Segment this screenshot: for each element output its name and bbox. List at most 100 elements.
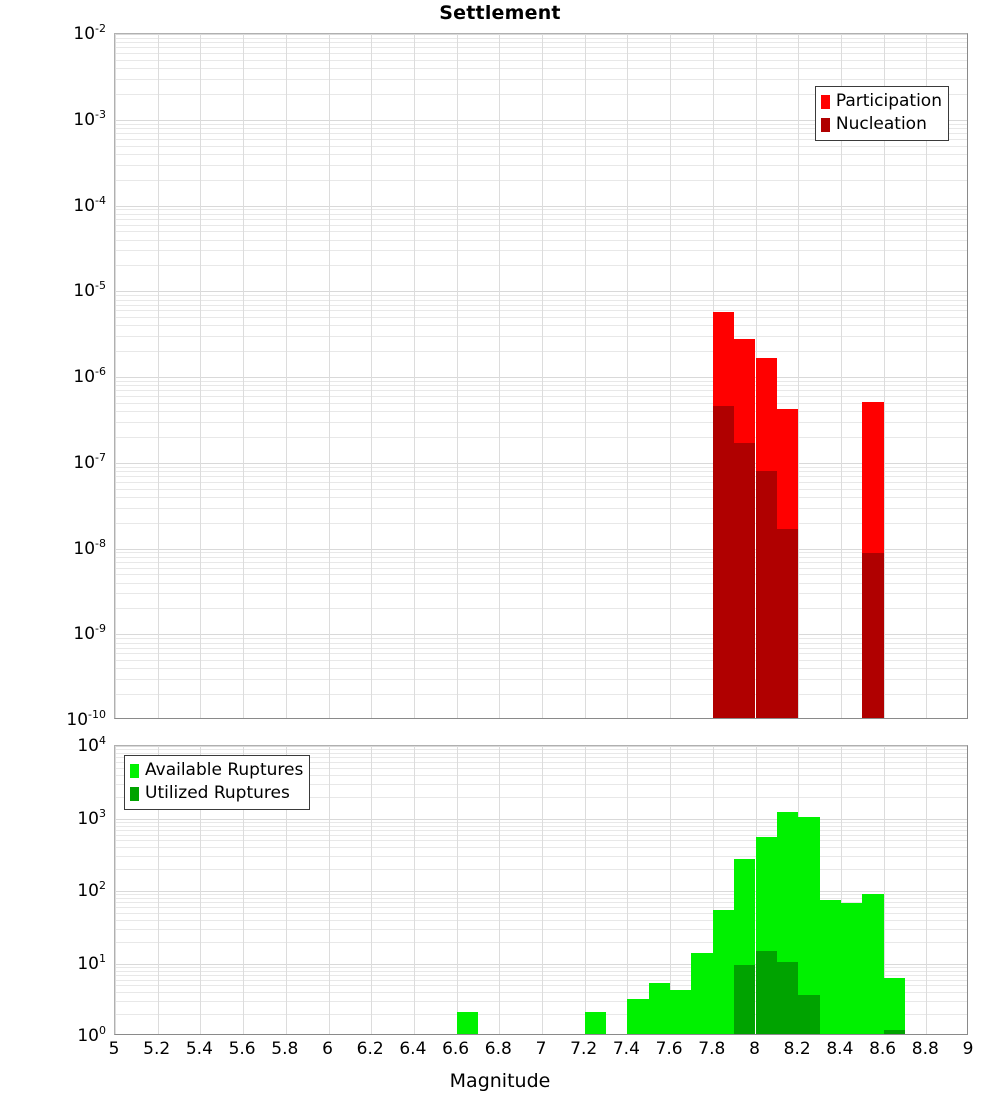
gridline-minor [115, 421, 967, 423]
bar [456, 746, 478, 1034]
bar-segment-available-ruptures [840, 902, 863, 1034]
gridline-minor [115, 299, 967, 301]
gridline-minor [115, 295, 967, 297]
gridline-minor [115, 78, 967, 80]
bar [712, 34, 735, 718]
gridline-minor [115, 753, 967, 755]
gridline-minor [115, 153, 967, 155]
legend-label-utilized-ruptures: Utilized Ruptures [145, 783, 290, 803]
bar [648, 746, 671, 1034]
x-tick-label: 7.4 [612, 1039, 640, 1059]
gridline-vertical [115, 746, 116, 1034]
gridline-vertical [840, 34, 842, 718]
x-tick-label: 5.6 [228, 1039, 256, 1059]
gridline-vertical [115, 34, 116, 718]
gridline-minor [115, 37, 967, 39]
top-panel-plot-area: Participation Nucleation [114, 33, 968, 719]
gridline-vertical [883, 34, 885, 718]
bar [712, 746, 735, 1034]
bar [499, 746, 520, 1034]
gridline-minor [115, 840, 967, 842]
bar-segment-nucleation [862, 552, 884, 718]
gridline-major [115, 462, 967, 464]
gridline-minor [115, 402, 967, 404]
bottom-panel-legend: Available Ruptures Utilized Ruptures [124, 755, 311, 810]
legend-label-nucleation: Nucleation [835, 114, 927, 134]
gridline-major [115, 205, 967, 207]
x-tick-label: 7.8 [698, 1039, 726, 1059]
gridline-vertical [285, 746, 287, 1034]
y-tick-label: 102 [77, 879, 106, 901]
bottom-panel-bars [115, 746, 967, 1034]
bar [776, 34, 799, 718]
gridline-minor [115, 660, 967, 662]
gridline-minor [115, 796, 967, 798]
gridline-vertical [883, 746, 885, 1034]
bar-segment-available-ruptures [712, 909, 735, 1034]
gridline-minor [115, 638, 967, 640]
gridline-major [115, 377, 967, 378]
gridline-major [115, 34, 967, 35]
gridline-major [115, 818, 967, 820]
gridline-vertical [584, 34, 586, 718]
legend-item-available-ruptures: Available Ruptures [130, 759, 303, 782]
gridline-minor [115, 985, 967, 987]
bar-segment-utilized-ruptures [798, 994, 820, 1034]
bar-segment-nucleation [712, 406, 735, 718]
x-tick-label: 8.2 [783, 1039, 811, 1059]
bar [584, 746, 607, 1034]
bar-segment-nucleation [734, 443, 756, 718]
gridline-minor [115, 668, 967, 670]
gridline-minor [115, 642, 967, 644]
x-tick-label: 6.8 [484, 1039, 512, 1059]
gridline-minor [115, 436, 967, 438]
gridline-minor [115, 556, 967, 558]
x-tick-label: 6.2 [356, 1039, 384, 1059]
y-tick-label: 10-6 [73, 365, 106, 387]
gridline-major [115, 291, 967, 293]
gridline-minor [115, 476, 967, 478]
y-tick-label: 103 [77, 806, 106, 829]
gridline-vertical [798, 34, 800, 718]
x-tick-label: 6.4 [399, 1039, 427, 1059]
gridline-vertical [499, 34, 501, 718]
legend-swatch-available-ruptures [130, 763, 139, 778]
y-tick-label: 10-7 [73, 450, 106, 473]
gridline-minor [115, 231, 967, 233]
gridline-minor [115, 912, 967, 914]
gridline-minor [115, 847, 967, 849]
gridline-minor [115, 47, 967, 49]
gridline-minor [115, 679, 967, 681]
gridline-vertical [157, 34, 159, 718]
gridline-minor [115, 145, 967, 147]
gridline-minor [115, 224, 967, 226]
gridline-minor [115, 608, 967, 610]
y-tick-label: 10-9 [73, 622, 106, 645]
gridline-minor [115, 856, 967, 858]
bar-segment-utilized-ruptures [883, 1029, 905, 1034]
bar [840, 746, 863, 1034]
y-tick-label: 100 [77, 1024, 106, 1046]
x-tick-label: 8.8 [911, 1039, 939, 1059]
gridline-minor [115, 762, 967, 764]
gridline-minor [115, 317, 967, 319]
gridline-vertical [712, 746, 714, 1034]
gridline-minor [115, 869, 967, 871]
gridline-major [115, 548, 967, 550]
gridline-minor [115, 128, 967, 130]
x-tick-label: 8 [749, 1039, 760, 1059]
legend-item-nucleation: Nucleation [820, 113, 942, 136]
bar-segment-utilized-ruptures [734, 964, 756, 1034]
gridline-minor [115, 647, 967, 649]
bar-segment-utilized-ruptures [776, 961, 799, 1034]
bar [734, 34, 756, 718]
gridline-minor [115, 325, 967, 327]
gridline-minor [115, 653, 967, 655]
gridline-minor [115, 507, 967, 509]
gridline-minor [115, 53, 967, 55]
gridline-minor [115, 239, 967, 241]
bar-segment-available-ruptures [584, 1012, 607, 1034]
gridline-minor [115, 593, 967, 595]
gridline-vertical [670, 746, 672, 1034]
gridline-minor [115, 928, 967, 930]
